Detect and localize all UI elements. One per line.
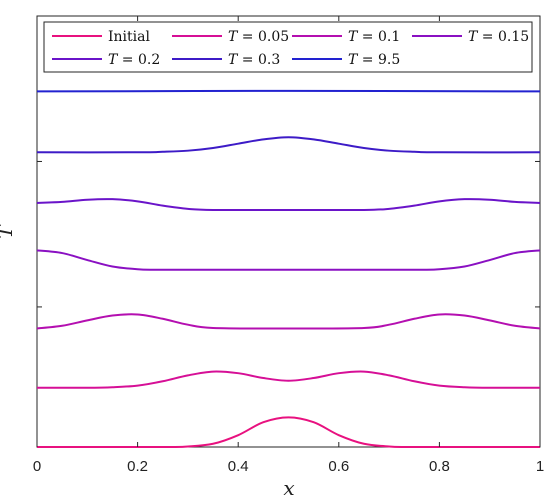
x-tick-label: 0.8 (429, 458, 450, 475)
legend-entry-5: T = 0.3 (228, 52, 280, 68)
legend-entry-2: T = 0.1 (348, 29, 400, 45)
series-line-1 (36, 370, 541, 389)
legend-entry-4: T = 0.2 (108, 52, 160, 68)
x-tick-label: 0.2 (127, 458, 148, 475)
legend: Initial T = 0.05 T = 0.1 T = 0.15 T = 0.2 T =… (43, 21, 533, 73)
series-line-6 (36, 89, 541, 93)
x-tick-label: 0.6 (328, 458, 349, 475)
series-line-3 (36, 249, 541, 271)
plot-frame (36, 15, 541, 448)
series-line-2 (36, 313, 541, 330)
y-axis-label: T (0, 224, 17, 239)
legend-entry-3: T = 0.15 (468, 29, 529, 45)
x-tick-label: 1 (536, 458, 544, 475)
legend-entry-6: T = 9.5 (348, 52, 400, 68)
legend-entry-1: T = 0.05 (228, 29, 289, 45)
series-line-5 (36, 136, 541, 154)
legend-box (43, 21, 533, 73)
legend-entry-0: Initial (108, 29, 150, 45)
series-line-0 (36, 416, 541, 449)
x-tick-label: 0.4 (228, 458, 249, 475)
x-tick-label: 0 (33, 458, 41, 475)
axis-layer: 0 0.2 0.4 0.6 0.8 1 (33, 16, 544, 475)
series-line-4 (36, 198, 541, 212)
series-layer (36, 89, 541, 449)
x-axis-label: x (283, 476, 294, 500)
